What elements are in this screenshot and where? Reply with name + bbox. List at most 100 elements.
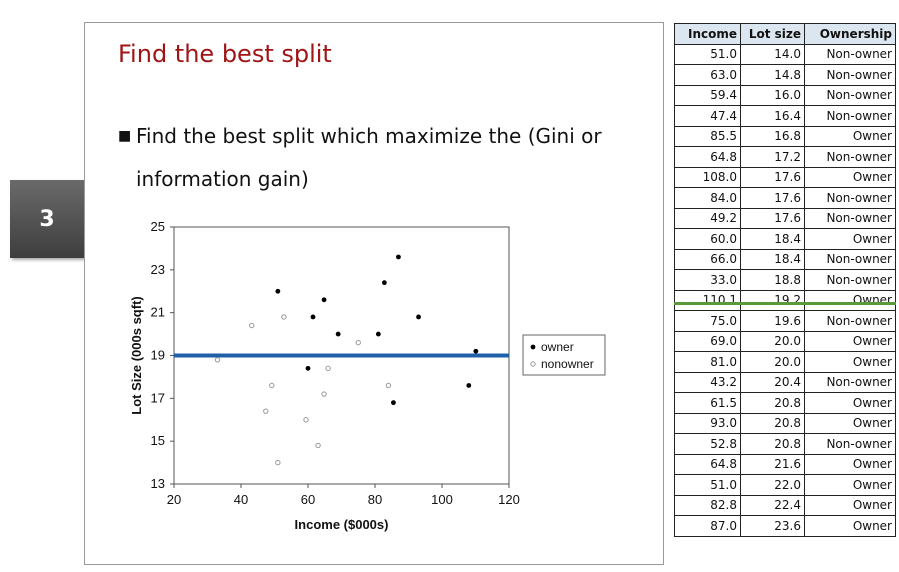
table-row: 85.5 16.8 Owner (674, 125, 896, 147)
cell-ownership: Owner (804, 351, 896, 373)
nonowner-point (214, 357, 221, 363)
table-row: 66.0 18.4 Non-owner (674, 248, 896, 270)
legend-box (522, 334, 606, 376)
cell-ownership: Owner (804, 166, 896, 188)
owner-point (375, 331, 381, 337)
cell-lot-size: 18.4 (740, 228, 805, 250)
y-tick-label: 15 (151, 433, 165, 448)
table-row: 59.4 16.0 Non-owner (674, 84, 896, 106)
table-row: 81.0 20.0 Owner (674, 351, 896, 373)
table-row: 69.0 20.0 Owner (674, 330, 896, 352)
nonowner-point (315, 442, 321, 449)
cell-ownership: Non-owner (804, 64, 896, 86)
table-row: 43.2 20.4 Non-owner (674, 371, 896, 393)
cell-lot-size: 20.8 (740, 433, 805, 455)
cell-ownership: Owner (804, 494, 896, 516)
x-axis-label: Income ($000s) (295, 517, 389, 532)
cell-income: 81.0 (674, 351, 741, 373)
cell-ownership: Owner (804, 330, 896, 352)
cell-income: 64.8 (674, 146, 741, 168)
cell-income: 82.8 (674, 494, 741, 516)
cell-lot-size: 20.4 (740, 371, 805, 393)
x-tick-label: 80 (368, 492, 382, 507)
cell-ownership: Non-owner (804, 371, 896, 393)
y-tick-label: 19 (151, 348, 165, 363)
column-header-income: Income (674, 23, 741, 45)
table-row: 52.8 20.8 Non-owner (674, 433, 896, 455)
legend-owner-label: owner (541, 340, 574, 354)
table-row: 64.8 21.6 Owner (674, 453, 896, 475)
bullet-point: ■ Find the best split which maximize the… (118, 115, 638, 201)
cell-lot-size: 19.6 (740, 310, 805, 332)
table-body: 51.0 14.0 Non-owner 63.0 14.8 Non-owner 59.4 16… (674, 43, 896, 537)
table-row: 75.0 19.6 Non-owner (674, 310, 896, 332)
square-bullet-icon: ■ (118, 128, 132, 144)
cell-ownership: Non-owner (804, 146, 896, 168)
cell-ownership: Owner (804, 515, 896, 537)
table-row: 60.0 18.4 Owner (674, 228, 896, 250)
nonowner-point (263, 408, 269, 414)
owner-point (391, 400, 396, 406)
cell-income: 87.0 (674, 515, 741, 537)
table-row: 87.0 23.6 Owner (674, 515, 896, 537)
owner-point (305, 365, 311, 371)
cell-income: 47.4 (674, 105, 741, 127)
cell-lot-size: 17.6 (740, 166, 805, 188)
table-row: 93.0 20.8 Owner (674, 412, 896, 434)
cell-ownership: Owner (804, 474, 896, 496)
x-tick-label: 40 (234, 492, 248, 507)
cell-ownership: Non-owner (804, 187, 896, 209)
cell-income: 59.4 (674, 84, 741, 106)
cell-ownership: Non-owner (804, 248, 896, 270)
table-row: 61.5 20.8 Owner (674, 392, 896, 414)
cell-lot-size: 23.6 (740, 515, 805, 537)
y-tick-label: 25 (151, 219, 165, 234)
cell-lot-size: 16.8 (740, 125, 805, 147)
owner-point (321, 297, 327, 303)
cell-lot-size: 22.4 (740, 494, 805, 516)
data-table: Income Lot size Ownership 51.0 14.0 Non-ow… (674, 23, 896, 537)
table-row: 108.0 17.6 Owner (674, 166, 896, 188)
cell-lot-size: 20.8 (740, 392, 805, 414)
cell-income: 84.0 (674, 187, 741, 209)
cell-lot-size: 17.6 (740, 207, 805, 229)
cell-lot-size: 20.0 (740, 351, 805, 373)
cell-lot-size: 17.6 (740, 187, 805, 209)
cell-ownership: Owner (804, 125, 896, 147)
legend-nonowner-marker (530, 361, 536, 367)
cell-income: 52.8 (674, 433, 741, 455)
cell-income: 60.0 (674, 228, 741, 250)
y-tick-label: 21 (151, 305, 165, 320)
x-tick-label: 20 (167, 492, 181, 507)
nonowner-point (269, 382, 275, 389)
bullet-text: Find the best split which maximize the (… (136, 124, 602, 191)
x-tick-label: 60 (301, 492, 315, 507)
nonowner-point (281, 314, 287, 320)
table-row: 84.0 17.6 Non-owner (674, 187, 896, 209)
table-row: 82.8 22.4 Owner (674, 494, 896, 516)
nonowner-point (325, 365, 331, 372)
cell-ownership: Non-owner (804, 433, 896, 455)
cell-lot-size: 20.8 (740, 412, 805, 434)
cell-ownership: Owner (804, 412, 896, 434)
cell-lot-size: 16.0 (740, 84, 805, 106)
owner-point (381, 280, 387, 286)
cell-ownership: Non-owner (804, 84, 896, 106)
owner-point (335, 331, 341, 337)
owner-point (396, 254, 401, 260)
cell-income: 33.0 (674, 269, 741, 291)
cell-income: 85.5 (674, 125, 741, 147)
cell-ownership: Owner (804, 289, 896, 311)
table-row: 51.0 14.0 Non-owner (674, 43, 896, 65)
owner-point (275, 288, 281, 294)
cell-ownership: Non-owner (804, 207, 896, 229)
table-split-line (674, 302, 896, 305)
table-row: 63.0 14.8 Non-owner (674, 64, 896, 86)
owner-point (466, 383, 472, 388)
y-tick-label: 23 (151, 262, 165, 277)
owner-point (416, 314, 421, 320)
cell-income: 51.0 (674, 43, 741, 65)
y-tick-label: 13 (151, 476, 165, 491)
table-row: 47.4 16.4 Non-owner (674, 105, 896, 127)
slide-number-badge: 3 (10, 180, 84, 258)
